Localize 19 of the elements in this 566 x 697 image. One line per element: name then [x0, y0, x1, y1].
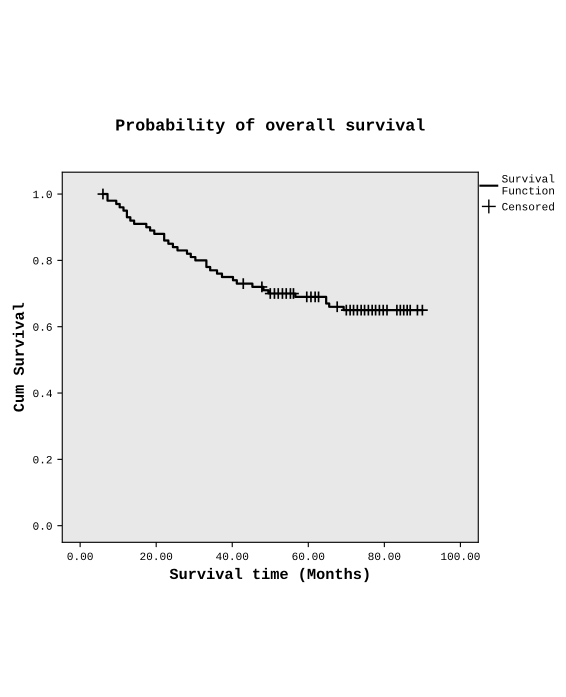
y-tick-label: 0.2 [33, 456, 52, 464]
legend-label: Survival Function [502, 174, 554, 195]
point [330, 300, 344, 314]
x-tick-label: 40.00 [216, 552, 248, 560]
x-tick-label: 60.00 [292, 552, 324, 560]
x-axis-title: Survival time (Months) [170, 568, 369, 582]
x-tick-label: 0.00 [67, 552, 93, 560]
x-tick-label: 20.00 [140, 552, 172, 560]
x-tick-label: 80.00 [368, 552, 400, 560]
y-tick-label: 0.0 [33, 522, 52, 530]
legend-label: Censored [502, 202, 554, 210]
y-axis-title: Cum Survival [12, 302, 24, 412]
y-tick-label: 0.6 [33, 323, 52, 331]
y-tick-label: 0.4 [33, 390, 52, 398]
y-tick-label: 1.0 [33, 190, 52, 198]
x-tick-label: 100.00 [441, 552, 480, 560]
y-tick-label: 0.8 [33, 256, 52, 265]
point [96, 188, 110, 200]
chart-title: Probability of overall survival [116, 118, 425, 134]
